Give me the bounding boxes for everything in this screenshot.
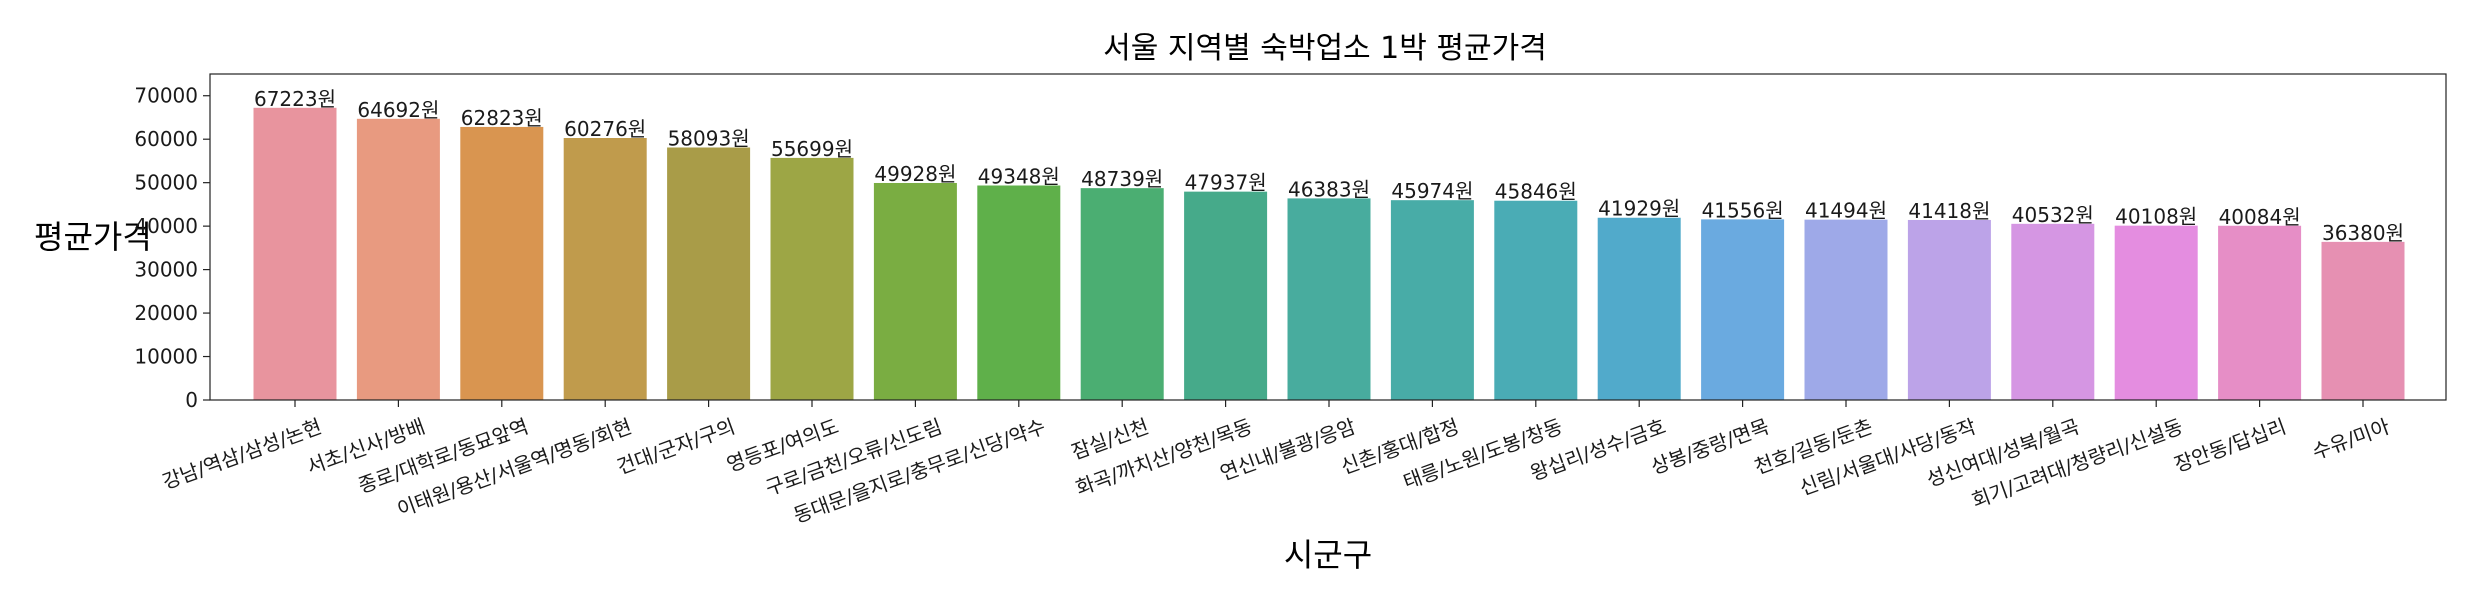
- plot-frame: [209, 73, 2447, 401]
- data-label: 36380원: [2322, 221, 2404, 245]
- data-label: 41494원: [1805, 199, 1887, 223]
- bar: [356, 118, 440, 400]
- bar: [2011, 223, 2095, 400]
- data-label: 64692원: [357, 98, 439, 122]
- data-label: 40084원: [2219, 205, 2301, 229]
- bar: [253, 107, 337, 401]
- y-tick-label: 70000: [134, 84, 198, 108]
- bar: [873, 182, 957, 400]
- y-tick-label: 10000: [134, 345, 198, 369]
- bar: [2321, 241, 2405, 400]
- x-tick-label: 화곡/까치산/양천/목동: [1072, 414, 1255, 500]
- y-tick-label: 30000: [134, 258, 198, 282]
- data-label: 67223원: [254, 87, 336, 111]
- x-tick-label: 신림/서울대/사당/동작: [1796, 414, 1979, 500]
- data-label: 55699원: [771, 137, 853, 161]
- x-tick-label: 수유/미아: [2309, 414, 2393, 464]
- data-label: 41929원: [1598, 197, 1680, 221]
- data-label: 62823원: [461, 106, 543, 130]
- x-tick-label: 강남/역삼/삼성/논현: [159, 414, 325, 494]
- y-tick-label: 20000: [134, 301, 198, 325]
- bar: [460, 126, 544, 401]
- y-axis-label: 평균가격: [34, 218, 152, 256]
- data-label: 41418원: [1908, 199, 1990, 223]
- y-tick-label: 60000: [134, 127, 198, 151]
- bar: [2218, 225, 2302, 400]
- chart-title: 서울 지역별 숙박업소 1박 평균가격: [1103, 31, 1547, 66]
- data-label: 45846원: [1495, 180, 1577, 204]
- bar: [2114, 225, 2198, 400]
- data-label: 49348원: [978, 165, 1060, 189]
- bar: [1597, 217, 1681, 400]
- x-tick-label: 상봉/중랑/면목: [1648, 414, 1773, 479]
- data-label: 40108원: [2115, 205, 2197, 229]
- bar: [1701, 219, 1785, 400]
- bar: [770, 157, 854, 400]
- data-label: 41556원: [1702, 198, 1784, 222]
- bar: [1184, 191, 1268, 400]
- y-tick-label: 0: [185, 388, 198, 412]
- bar: [667, 147, 751, 400]
- y-tick-label: 50000: [134, 171, 198, 195]
- x-axis-label: 시군구: [1284, 536, 1372, 574]
- data-label: 48739원: [1081, 167, 1163, 191]
- x-tick-label: 장안동/답십리: [2171, 414, 2289, 477]
- bar: [1907, 219, 1991, 400]
- data-label: 49928원: [874, 162, 956, 186]
- bar: [977, 185, 1061, 400]
- data-label: 45974원: [1391, 179, 1473, 203]
- data-label: 46383원: [1288, 177, 1370, 201]
- data-label: 40532원: [2012, 203, 2094, 227]
- bar: [1804, 219, 1888, 400]
- data-label: 58093원: [668, 126, 750, 150]
- bar: [1287, 198, 1371, 400]
- data-label: 47937원: [1185, 171, 1267, 195]
- bar: [1494, 200, 1578, 400]
- data-label: 60276원: [564, 117, 646, 141]
- y-tick-label: 40000: [134, 214, 198, 238]
- bar: [1390, 200, 1474, 400]
- bar: [563, 138, 647, 401]
- x-tick-label: 건대/군자/구의: [614, 414, 739, 479]
- bar: [1080, 188, 1164, 400]
